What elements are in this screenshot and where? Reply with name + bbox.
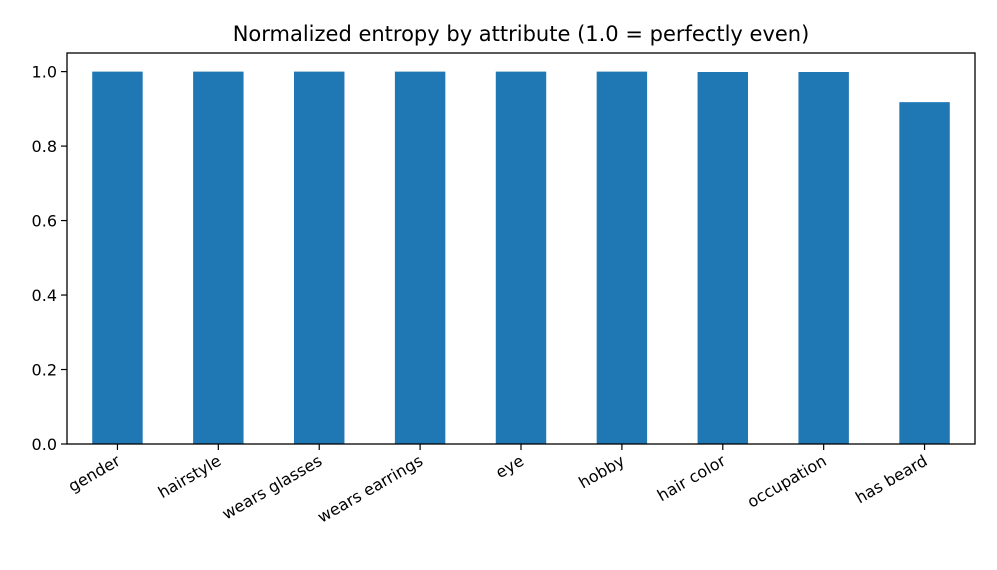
x-tick-label: eye [492,451,527,482]
y-tick-label: 0.8 [32,137,57,156]
x-tick-label: hair color [654,451,729,505]
x-tick-label: gender [65,451,124,496]
y-tick-label: 0.4 [32,286,57,305]
bar-gender [92,71,143,444]
x-tick-label: wears earrings [314,451,426,527]
bar-eye [495,71,547,444]
y-tick-label: 0.2 [32,361,57,380]
x-tick-label: has beard [852,451,930,507]
y-tick-label: 0.0 [32,435,57,454]
bar-hair-color [697,71,748,445]
bar-hobby [596,71,648,444]
y-tick-label: 1.0 [32,63,57,82]
bar-wears-glasses [294,71,345,444]
bar-hairstyle [193,71,244,444]
x-tick-label: hobby [575,451,628,492]
bar-has-beard [899,102,950,444]
y-tick-label: 0.6 [32,212,57,231]
plot-frame [66,52,976,445]
y-axis: 0.0 0.2 0.4 0.6 0.8 1.0 [32,63,67,454]
bars-group [92,71,950,445]
x-tick-label: hairstyle [155,451,225,502]
chart-title: Normalized entropy by attribute (1.0 = p… [233,22,810,46]
bar-occupation [798,71,849,445]
x-tick-label: wears glasses [219,451,325,523]
x-tick-label: occupation [744,451,830,512]
bar-wears-earrings [394,71,446,444]
